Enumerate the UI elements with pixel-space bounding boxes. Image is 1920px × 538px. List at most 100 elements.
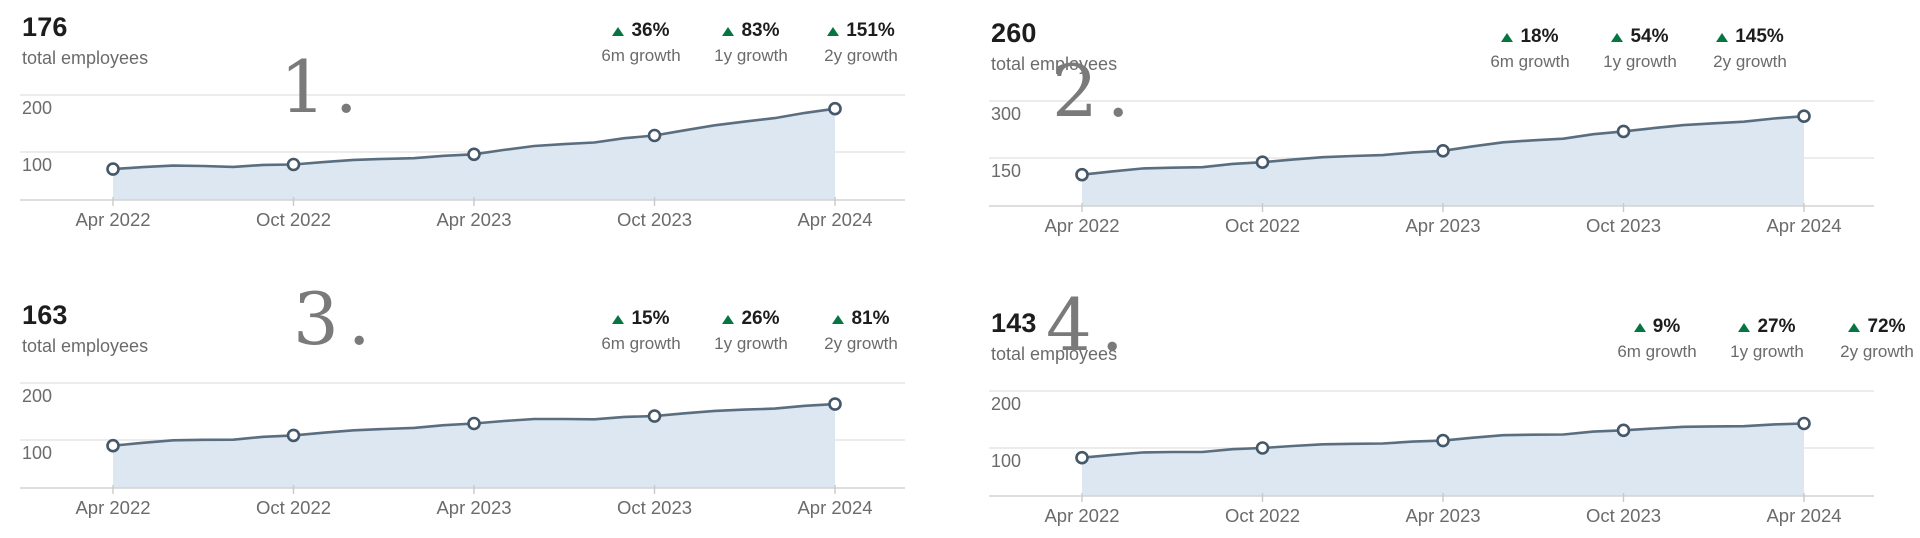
svg-text:Apr 2024: Apr 2024 <box>1766 215 1841 236</box>
growth-up-arrow-icon <box>1633 322 1646 332</box>
employee-growth-area-chart: 200 100 Apr 2022 Oct 2022 Apr 2023 Oct 2023 Ap… <box>989 390 1874 526</box>
stat-label: 6m growth <box>1490 52 1570 71</box>
total-employees-value: 163 <box>22 300 68 330</box>
svg-text:Apr 2023: Apr 2023 <box>436 209 511 230</box>
total-employees-label: total employees <box>22 336 149 356</box>
total-employees-label: total employees <box>991 54 1118 74</box>
svg-text:Oct 2023: Oct 2023 <box>1586 215 1661 236</box>
svg-text:Apr 2022: Apr 2022 <box>1044 505 1119 526</box>
growth-stats-row: 15% 6m growth 26% 1y growth 81% 2y growt… <box>597 308 905 354</box>
svg-text:200: 200 <box>22 98 52 118</box>
growth-stats-row: 18% 6m growth 54% 1y growth 145% 2y grow… <box>1486 26 1794 72</box>
stat-value: 54% <box>1630 26 1669 47</box>
growth-up-arrow-icon <box>1716 32 1729 42</box>
card-header: 143 total employees <box>991 308 1117 365</box>
stat-value: 27% <box>1757 316 1796 337</box>
svg-text:Oct 2023: Oct 2023 <box>617 497 692 518</box>
svg-text:Oct 2022: Oct 2022 <box>1225 215 1300 236</box>
svg-text:Apr 2023: Apr 2023 <box>1405 215 1480 236</box>
stat-value: 18% <box>1520 26 1559 47</box>
svg-text:Oct 2022: Oct 2022 <box>1225 505 1300 526</box>
stat-label: 1y growth <box>714 334 788 353</box>
stat-6m-growth: 18% 6m growth <box>1486 26 1574 72</box>
svg-text:Apr 2024: Apr 2024 <box>1766 505 1841 526</box>
stat-value: 151% <box>846 20 895 41</box>
stat-label: 1y growth <box>714 46 788 65</box>
svg-text:Apr 2023: Apr 2023 <box>436 497 511 518</box>
stat-2y-growth: 81% 2y growth <box>817 308 905 354</box>
stat-6m-growth: 9% 6m growth <box>1613 316 1701 362</box>
svg-text:Apr 2024: Apr 2024 <box>797 497 872 518</box>
stat-2y-growth: 72% 2y growth <box>1833 316 1920 362</box>
total-employees-value: 260 <box>991 18 1037 48</box>
svg-text:Oct 2022: Oct 2022 <box>256 497 331 518</box>
total-employees-value: 176 <box>22 12 68 42</box>
employee-growth-area-chart: 200 100 Apr 2022 Oct 2022 Apr 2023 Oct 2023 Ap… <box>20 382 905 518</box>
svg-text:Apr 2023: Apr 2023 <box>1405 505 1480 526</box>
card-header: 163 total employees <box>22 300 148 357</box>
stat-label: 2y growth <box>824 334 898 353</box>
growth-up-arrow-icon <box>1848 322 1861 332</box>
stat-label: 1y growth <box>1730 342 1804 361</box>
svg-text:Oct 2023: Oct 2023 <box>1586 505 1661 526</box>
company-growth-card-2[interactable]: 260 total employees 18% 6m growth 54% 1y… <box>969 6 1920 256</box>
svg-text:Apr 2024: Apr 2024 <box>797 209 872 230</box>
svg-text:Oct 2022: Oct 2022 <box>256 209 331 230</box>
stat-label: 1y growth <box>1603 52 1677 71</box>
employee-growth-area-chart: 300 150 Apr 2022 Oct 2022 Apr 2023 Oct 2023 Ap… <box>989 100 1874 236</box>
total-employees-value: 143 <box>991 308 1037 338</box>
stat-2y-growth: 151% 2y growth <box>817 20 905 66</box>
svg-text:Oct 2023: Oct 2023 <box>617 209 692 230</box>
growth-up-arrow-icon <box>1611 32 1624 42</box>
svg-text:150: 150 <box>991 161 1021 181</box>
company-growth-card-4[interactable]: 143 total employees 9% 6m growth 27% 1y … <box>969 296 1920 538</box>
stat-value: 81% <box>851 308 890 329</box>
growth-up-arrow-icon <box>832 314 845 324</box>
stat-label: 2y growth <box>1840 342 1914 361</box>
total-employees-label: total employees <box>991 344 1118 364</box>
svg-text:100: 100 <box>991 451 1021 471</box>
svg-text:300: 300 <box>991 104 1021 124</box>
svg-text:Apr 2022: Apr 2022 <box>1044 215 1119 236</box>
company-growth-card-1[interactable]: 176 total employees 36% 6m growth 83% 1y… <box>0 0 960 250</box>
growth-up-arrow-icon <box>612 314 625 324</box>
stat-1y-growth: 83% 1y growth <box>707 20 795 66</box>
growth-up-arrow-icon <box>1501 32 1514 42</box>
growth-up-arrow-icon <box>827 26 840 36</box>
growth-stats-row: 36% 6m growth 83% 1y growth 151% 2y grow… <box>597 20 905 66</box>
card-header: 176 total employees <box>22 12 148 69</box>
employee-growth-area-chart: 200 100 Apr 2022 Oct 2022 Apr 2023 Oct 2023 Ap… <box>20 94 905 230</box>
svg-text:200: 200 <box>22 386 52 406</box>
company-growth-card-3[interactable]: 163 total employees 15% 6m growth 26% 1y… <box>0 288 960 538</box>
stat-value: 145% <box>1735 26 1784 47</box>
svg-text:100: 100 <box>22 155 52 175</box>
stat-value: 26% <box>741 308 780 329</box>
annotation-number-1: 1. <box>280 45 367 129</box>
stat-value: 83% <box>741 20 780 41</box>
stat-label: 6m growth <box>601 46 681 65</box>
svg-text:Apr 2022: Apr 2022 <box>75 209 150 230</box>
annotation-number-2: 2. <box>1052 49 1139 133</box>
stat-label: 2y growth <box>1713 52 1787 71</box>
growth-up-arrow-icon <box>722 314 735 324</box>
stat-value: 72% <box>1867 316 1906 337</box>
stat-6m-growth: 36% 6m growth <box>597 20 685 66</box>
stat-label: 6m growth <box>601 334 681 353</box>
stat-1y-growth: 26% 1y growth <box>707 308 795 354</box>
stat-1y-growth: 27% 1y growth <box>1723 316 1811 362</box>
stat-value: 15% <box>631 308 670 329</box>
stat-value: 36% <box>631 20 670 41</box>
stat-label: 6m growth <box>1617 342 1697 361</box>
total-employees-label: total employees <box>22 48 149 68</box>
stat-2y-growth: 145% 2y growth <box>1706 26 1794 72</box>
growth-up-arrow-icon <box>1738 322 1751 332</box>
stat-label: 2y growth <box>824 46 898 65</box>
annotation-number-3: 3. <box>293 277 380 361</box>
svg-text:100: 100 <box>22 443 52 463</box>
growth-up-arrow-icon <box>612 26 625 36</box>
svg-text:200: 200 <box>991 394 1021 414</box>
stat-6m-growth: 15% 6m growth <box>597 308 685 354</box>
svg-text:Apr 2022: Apr 2022 <box>75 497 150 518</box>
annotation-number-4: 4. <box>1046 283 1133 367</box>
